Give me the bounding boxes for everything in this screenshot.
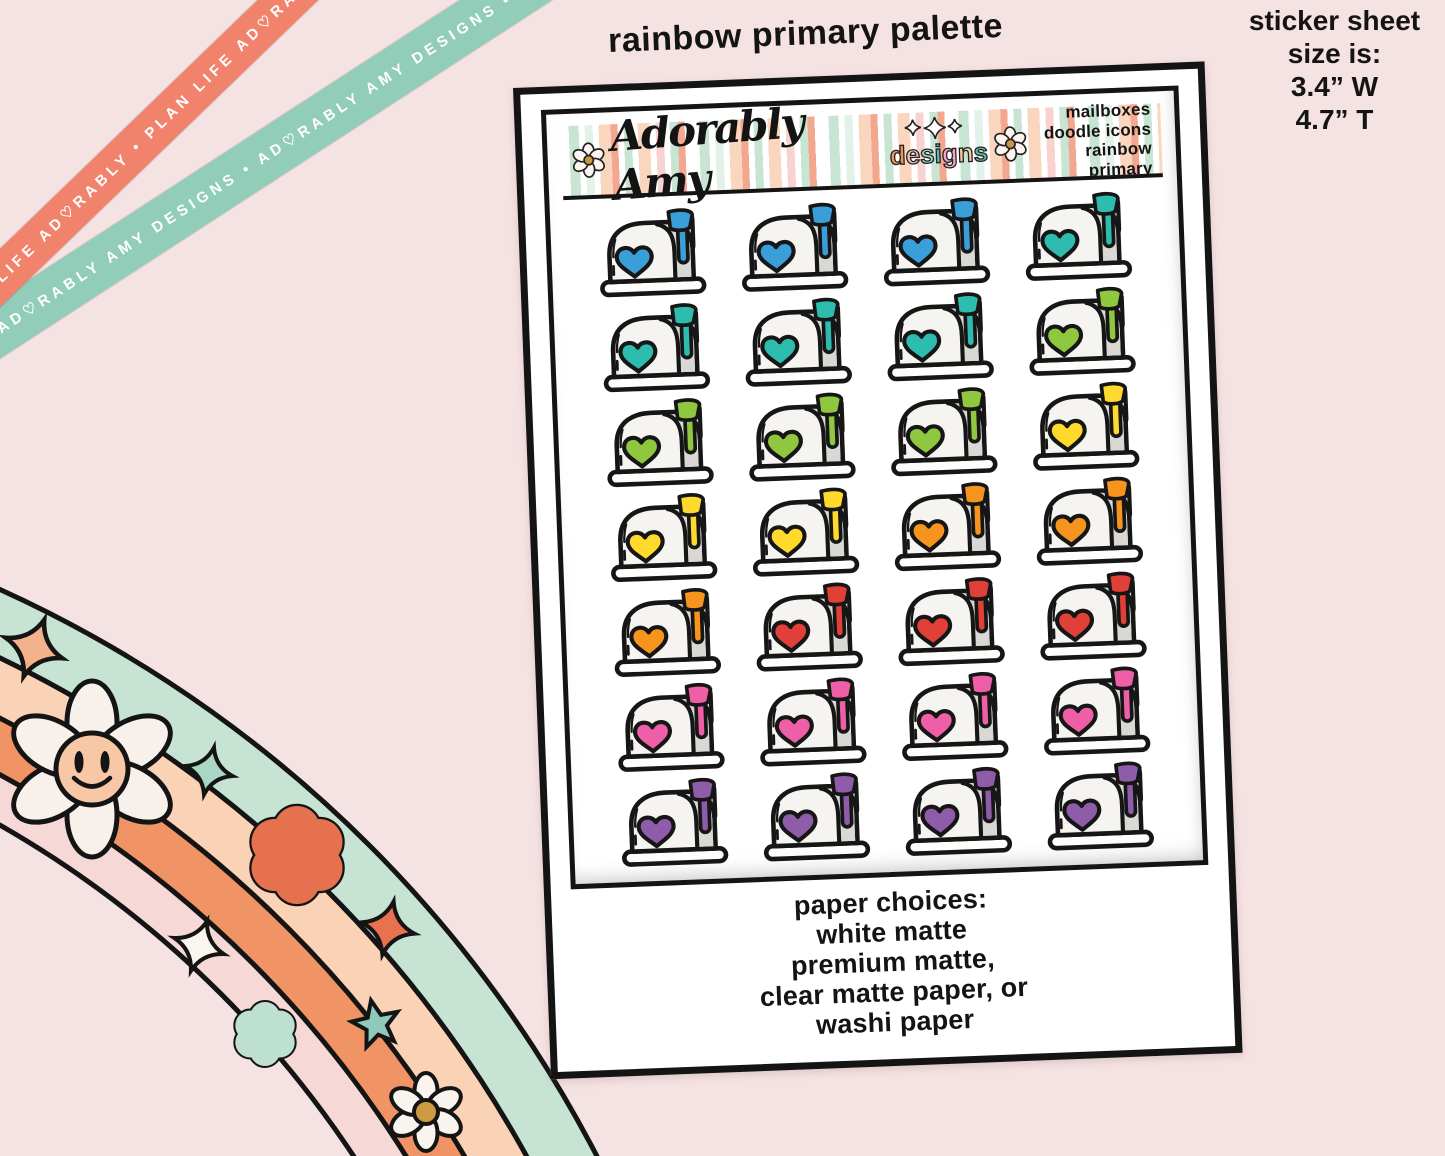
mailbox-sticker-orange bbox=[610, 587, 723, 683]
mailbox-sticker-blue bbox=[596, 206, 709, 302]
product-title-line: rainbow primary bbox=[1084, 138, 1153, 180]
mailbox-doodle-icon bbox=[760, 677, 867, 767]
mailbox-doodle-icon bbox=[752, 487, 860, 577]
mailbox-sticker-teal bbox=[741, 296, 854, 392]
product-title: mailboxes doodle icons rainbow primary bbox=[1026, 100, 1153, 183]
mailbox-doodle-icon bbox=[1033, 381, 1140, 471]
mailbox-doodle-icon bbox=[603, 302, 711, 392]
star-teal-icon bbox=[346, 995, 403, 1052]
mailbox-doodle-icon bbox=[1044, 666, 1151, 756]
brand-script-wordmark: Adorably Amy bbox=[608, 97, 805, 210]
mailbox-sticker-red bbox=[752, 581, 865, 677]
mailbox-sticker-pink bbox=[756, 676, 869, 772]
mailbox-sticker-purple bbox=[760, 771, 873, 867]
mailbox-sticker-yellow bbox=[749, 486, 862, 582]
size-note-line: 3.4” W bbox=[1290, 71, 1379, 102]
mailbox-sticker-green bbox=[745, 391, 858, 487]
mailbox-doodle-icon bbox=[763, 772, 871, 862]
mailbox-doodle-icon bbox=[749, 392, 856, 482]
mailbox-sticker-yellow bbox=[607, 491, 720, 587]
mailbox-doodle-icon bbox=[898, 577, 1005, 667]
designs-letter: e bbox=[904, 138, 921, 170]
mailbox-doodle-icon bbox=[1036, 476, 1144, 566]
mailbox-doodle-icon bbox=[622, 778, 729, 868]
smiley-daisy-icon bbox=[11, 678, 173, 860]
mailbox-sticker-purple bbox=[1043, 760, 1156, 856]
mailbox-sticker-blue bbox=[880, 195, 993, 291]
star-coral-icon bbox=[354, 894, 422, 962]
daisy-logo-icon bbox=[572, 142, 606, 178]
size-note-line: sticker sheet bbox=[1248, 5, 1421, 36]
designs-letter: n bbox=[956, 136, 975, 168]
mailbox-sticker-pink bbox=[1040, 665, 1153, 761]
size-note-line: size is: bbox=[1287, 38, 1382, 69]
daisy-logo-icon bbox=[994, 126, 1027, 162]
mailbox-sticker-purple bbox=[901, 766, 1014, 862]
size-note-line: 4.7” T bbox=[1295, 104, 1374, 135]
mailbox-sticker-purple bbox=[618, 777, 731, 873]
designs-letter: s bbox=[972, 136, 989, 168]
mint-flower-icon bbox=[233, 1000, 297, 1068]
mailbox-doodle-icon bbox=[745, 297, 852, 387]
mailbox-doodle-icon bbox=[611, 493, 718, 583]
paper-choices-note: paper choices: white matte premium matte… bbox=[571, 875, 1214, 1049]
mailbox-doodle-icon bbox=[887, 292, 994, 381]
mailbox-doodle-icon bbox=[902, 672, 1009, 762]
mailbox-doodle-icon bbox=[883, 196, 991, 286]
mailbox-doodle-icon bbox=[607, 397, 714, 487]
mailbox-sticker-green bbox=[887, 385, 1000, 481]
rainbow-band-orange bbox=[0, 715, 467, 1156]
mailbox-sticker-teal bbox=[599, 301, 712, 397]
mailbox-doodle-icon bbox=[600, 207, 707, 297]
mailbox-sticker-green bbox=[603, 396, 716, 492]
mailbox-sticker-pink bbox=[614, 682, 727, 778]
designs-letter: d bbox=[888, 139, 907, 171]
mailbox-sticker-teal bbox=[883, 290, 996, 386]
mailbox-sticker-red bbox=[1036, 570, 1149, 666]
rainbow-inner bbox=[0, 822, 357, 1156]
mailbox-sticker-yellow bbox=[1029, 380, 1142, 476]
mailbox-doodle-icon bbox=[891, 387, 998, 477]
mailbox-doodle-icon bbox=[1029, 286, 1136, 376]
mailbox-sticker-red bbox=[894, 576, 1007, 672]
mailbox-doodle-icon bbox=[618, 683, 725, 773]
star-peach-icon bbox=[0, 612, 70, 684]
rainbow-band-pink bbox=[0, 772, 409, 1156]
star-mint-icon bbox=[178, 740, 240, 802]
white-daisy-icon bbox=[389, 1071, 463, 1153]
sparkles-icon bbox=[904, 116, 962, 139]
mailbox-doodle-icon bbox=[756, 582, 863, 672]
mailbox-doodle-icon bbox=[614, 588, 722, 678]
mailbox-doodle-icon bbox=[1047, 761, 1154, 851]
star-white-icon bbox=[167, 914, 231, 978]
palette-title: rainbow primary palette bbox=[607, 6, 1004, 61]
mailbox-sticker-teal bbox=[1021, 190, 1134, 286]
mailbox-sticker-blue bbox=[738, 201, 851, 297]
coral-flower-icon bbox=[249, 803, 345, 907]
mailbox-doodle-icon bbox=[742, 202, 849, 292]
mailbox-doodle-icon bbox=[1025, 191, 1133, 281]
size-note: sticker sheet size is: 3.4” W 4.7” T bbox=[1232, 4, 1437, 136]
sticker-grid bbox=[580, 188, 1173, 875]
mailbox-doodle-icon bbox=[894, 482, 1002, 572]
sparkle-stars bbox=[0, 612, 422, 1052]
mailbox-sticker-pink bbox=[898, 671, 1011, 767]
mailbox-doodle-icon bbox=[905, 767, 1013, 857]
mailbox-sticker-orange bbox=[891, 481, 1004, 577]
designs-letter: g bbox=[941, 137, 959, 169]
mailbox-doodle-icon bbox=[1040, 571, 1147, 661]
mailbox-sticker-green bbox=[1025, 285, 1138, 381]
designs-letter: s bbox=[919, 138, 936, 170]
mailbox-sticker-orange bbox=[1032, 475, 1145, 571]
